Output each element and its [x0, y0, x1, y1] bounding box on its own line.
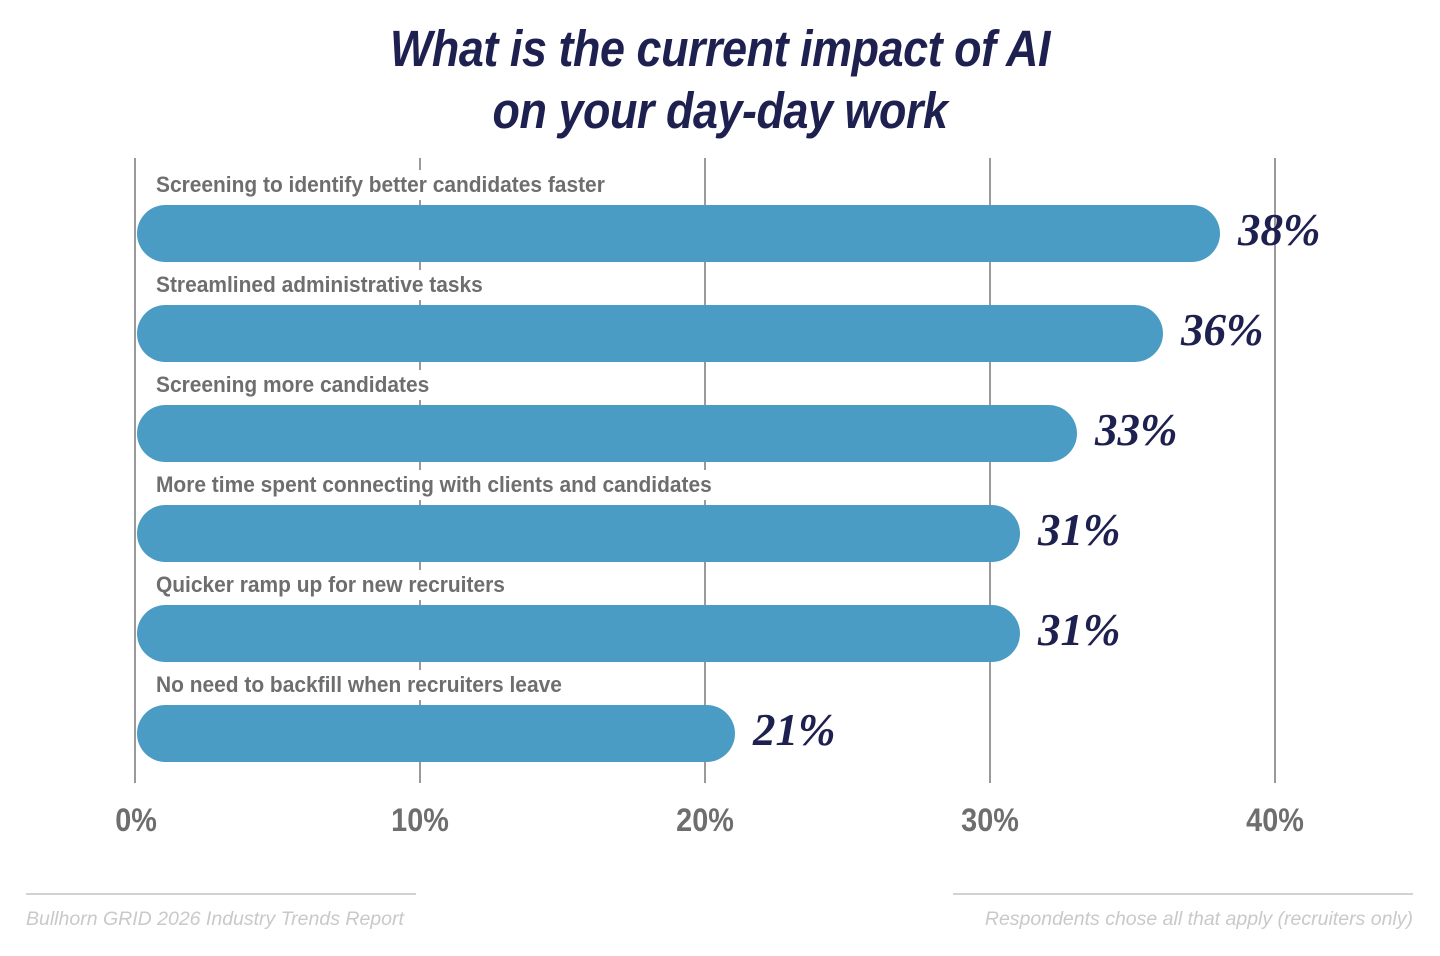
bar-value-label: 33%	[1095, 405, 1178, 455]
bar-value-label: 31%	[1038, 505, 1121, 555]
x-tick-0: 0%	[115, 802, 157, 838]
footer-divider-right	[953, 893, 1413, 895]
bar-value-label: 21%	[753, 705, 836, 755]
bar-category-label: Streamlined administrative tasks	[156, 270, 489, 300]
footer-source-text: Bullhorn GRID 2026 Industry Trends Repor…	[26, 908, 404, 930]
bar-row[interactable]: More time spent connecting with clients …	[134, 458, 1279, 562]
gridline-40	[1274, 158, 1276, 783]
bar-category-label: Screening more candidates	[156, 370, 435, 400]
x-tick-20: 20%	[676, 802, 734, 838]
x-tick-40: 40%	[1246, 802, 1304, 838]
bar-row[interactable]: Streamlined administrative tasks 36%	[134, 258, 1279, 362]
footer-note-block: Respondents chose all that apply (recrui…	[953, 893, 1413, 943]
footer-divider-left	[26, 893, 416, 895]
chart-plot-area: Screening to identify better candidates …	[134, 158, 1321, 783]
page-title: What is the current impact of AI on your…	[389, 20, 1051, 139]
x-axis: 0% 10% 20% 30% 40%	[0, 800, 1440, 852]
bar-row[interactable]: Screening more candidates 33%	[134, 358, 1279, 462]
footer-note-text: Respondents chose all that apply (recrui…	[984, 908, 1413, 930]
bar-segment[interactable]	[137, 405, 1077, 462]
bar-segment[interactable]	[137, 205, 1220, 262]
bar-row[interactable]: Screening to identify better candidates …	[134, 158, 1321, 262]
bar-segment[interactable]	[137, 305, 1163, 362]
bar-row[interactable]: Quicker ramp up for new recruiters 31%	[134, 558, 1279, 662]
bar-segment[interactable]	[137, 605, 1020, 662]
x-tick-30: 30%	[961, 802, 1019, 838]
bar-value-label: 38%	[1238, 205, 1321, 255]
bar-value-label: 36%	[1181, 305, 1264, 355]
bar-value-label: 31%	[1038, 605, 1121, 655]
bar-category-label: Quicker ramp up for new recruiters	[156, 570, 511, 600]
footer-source-block: Bullhorn GRID 2026 Industry Trends Repor…	[26, 893, 416, 943]
x-tick-10: 10%	[391, 802, 449, 838]
bar-category-label: More time spent connecting with clients …	[156, 470, 718, 500]
bar-row[interactable]: No need to backfill when recruiters leav…	[134, 658, 1279, 762]
gridline-30	[989, 158, 991, 783]
bar-category-label: Screening to identify better candidates …	[156, 170, 611, 200]
bar-segment[interactable]	[137, 705, 735, 762]
bar-category-label: No need to backfill when recruiters leav…	[156, 670, 568, 700]
gridline-0	[134, 158, 136, 783]
bar-segment[interactable]	[137, 505, 1020, 562]
